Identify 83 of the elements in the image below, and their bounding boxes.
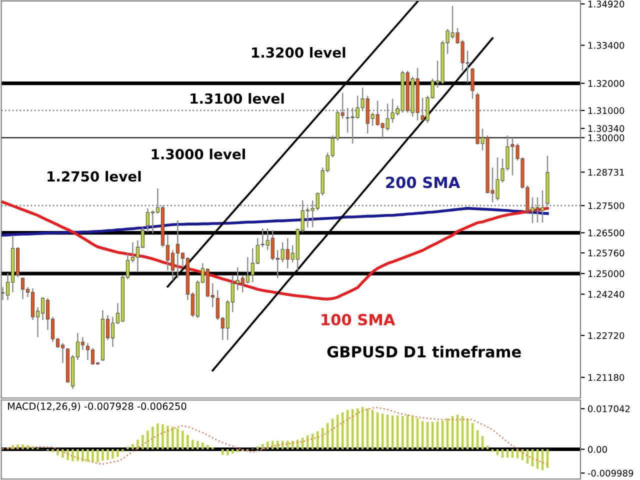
- bar: [106, 449, 109, 460]
- bar: [232, 449, 234, 454]
- y-tick-label: 1.32000: [588, 80, 624, 87]
- bar: [66, 449, 69, 460]
- bar: [436, 421, 439, 450]
- bar: [206, 444, 209, 450]
- bar: [132, 444, 134, 450]
- bar: [82, 449, 84, 462]
- annotation: 1.3100 level: [190, 93, 284, 104]
- bar: [196, 440, 199, 450]
- bar: [102, 449, 104, 461]
- bar: [276, 440, 279, 450]
- series-label: 200 SMA: [386, 176, 460, 188]
- y-tick-label: 1.21180: [588, 374, 624, 381]
- bar: [256, 446, 259, 450]
- bar: [26, 445, 29, 450]
- bar: [112, 449, 114, 459]
- y-tick-label: 1.22720: [588, 332, 624, 340]
- bar: [122, 449, 124, 452]
- bar: [12, 445, 14, 450]
- bar: [481, 436, 484, 450]
- bar: [192, 440, 194, 450]
- bar: [142, 434, 144, 450]
- bar: [292, 440, 294, 450]
- line-series: [1, 200, 549, 300]
- bar: [92, 449, 94, 462]
- bar: [176, 428, 179, 450]
- bar: [96, 449, 99, 462]
- bar: [86, 449, 89, 462]
- bar: [486, 446, 489, 450]
- annotation: GBPUSD D1 timeframe: [327, 346, 521, 358]
- annotation: 1.3000 level: [152, 148, 245, 160]
- bar: [202, 442, 204, 450]
- y-tick-label: 1.28731: [588, 168, 624, 176]
- y-tick-label: -0.009989: [588, 470, 634, 477]
- bar: [52, 449, 54, 452]
- bar: [136, 440, 139, 450]
- bar: [286, 440, 289, 450]
- y-tick-label: 1.34920: [588, 0, 624, 8]
- bar: [222, 449, 224, 455]
- series-label: 100 SMA: [322, 314, 396, 326]
- y-tick-label: 1.26500: [588, 230, 624, 236]
- bar: [162, 424, 164, 450]
- y-tick-label: 1.31000: [588, 107, 624, 114]
- bar: [226, 449, 229, 456]
- bar: [116, 449, 119, 457]
- annotation: 1.3200 level: [252, 47, 346, 58]
- bar: [166, 426, 169, 450]
- annotation: 1.2750 level: [48, 170, 141, 182]
- bar: [371, 410, 374, 450]
- bar: [152, 426, 154, 450]
- bar: [476, 430, 479, 450]
- bar: [182, 430, 184, 450]
- bar: [471, 423, 474, 450]
- bar: [272, 440, 274, 450]
- y-tick-label: 0.017042: [588, 405, 630, 412]
- y-tick-label: 1.33400: [588, 42, 624, 49]
- bar: [441, 420, 444, 450]
- bar: [172, 426, 174, 450]
- bar: [266, 442, 269, 450]
- y-tick-label: 1.30340: [588, 125, 624, 132]
- line-series: [1, 206, 549, 237]
- bar: [156, 424, 159, 450]
- bar: [76, 449, 79, 462]
- candlestick: [470, 67, 474, 100]
- bar: [421, 421, 424, 450]
- y-tick-label: 1.27500: [588, 202, 624, 210]
- bar: [186, 434, 189, 450]
- y-tick-label: 0.00: [588, 446, 607, 453]
- bar: [236, 449, 239, 452]
- chart-title: MACD(12,26,9) -0.007928 -0.006250: [8, 402, 186, 412]
- bar: [262, 444, 264, 450]
- y-tick-label: 1.30000: [588, 134, 624, 142]
- bar: [296, 440, 299, 450]
- bar: [282, 440, 284, 450]
- y-tick-label: 1.25000: [588, 270, 624, 278]
- bar: [62, 449, 64, 458]
- bar: [126, 446, 129, 450]
- bar: [72, 449, 74, 462]
- bar: [146, 430, 149, 450]
- y-tick-label: 1.25760: [588, 250, 624, 256]
- y-tick-label: 1.24240: [588, 290, 624, 298]
- bar: [381, 414, 384, 450]
